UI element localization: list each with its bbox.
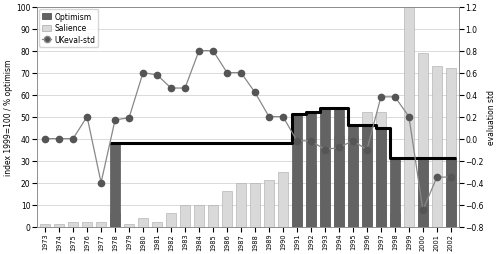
Bar	[446, 69, 456, 227]
Bar	[390, 214, 400, 227]
Bar	[68, 222, 78, 227]
Bar	[166, 214, 176, 227]
Bar	[236, 183, 246, 227]
UKeval-std	[266, 116, 272, 119]
Bar	[222, 192, 232, 227]
UKeval-std	[280, 116, 286, 119]
UKeval-std	[196, 50, 202, 53]
Bar	[306, 113, 316, 227]
Legend: Optimism, Salience, UKeval-std: Optimism, Salience, UKeval-std	[39, 10, 98, 47]
UKeval-std	[168, 87, 174, 90]
Bar	[124, 225, 134, 227]
Bar	[138, 218, 148, 227]
UKeval-std	[252, 91, 258, 94]
UKeval-std	[140, 72, 146, 75]
Bar	[404, 8, 414, 227]
UKeval-std	[238, 72, 244, 75]
UKeval-std	[70, 138, 76, 141]
UKeval-std	[322, 149, 328, 152]
UKeval-std	[210, 50, 216, 53]
Bar	[418, 159, 428, 227]
Bar	[390, 159, 400, 227]
UKeval-std	[112, 119, 118, 122]
UKeval-std	[294, 140, 300, 143]
Bar	[418, 54, 428, 227]
Line: UKeval-std: UKeval-std	[42, 48, 454, 213]
UKeval-std	[56, 138, 62, 141]
Bar	[292, 115, 302, 227]
Bar	[82, 222, 92, 227]
UKeval-std	[420, 209, 426, 212]
UKeval-std	[182, 87, 188, 90]
Bar	[362, 126, 372, 227]
Bar	[376, 128, 386, 227]
UKeval-std	[350, 140, 356, 143]
Bar	[110, 144, 120, 227]
Bar	[292, 181, 302, 227]
UKeval-std	[126, 117, 132, 120]
UKeval-std	[378, 96, 384, 99]
Y-axis label: evaluation std: evaluation std	[487, 90, 496, 145]
Bar	[334, 137, 344, 227]
Bar	[362, 113, 372, 227]
UKeval-std	[336, 146, 342, 149]
UKeval-std	[224, 72, 230, 75]
Bar	[194, 205, 204, 227]
Bar	[96, 222, 106, 227]
Bar	[180, 205, 190, 227]
UKeval-std	[434, 176, 440, 179]
UKeval-std	[392, 96, 398, 99]
UKeval-std	[84, 116, 90, 119]
UKeval-std	[364, 149, 370, 152]
Bar	[250, 183, 260, 227]
Bar	[54, 225, 64, 227]
Bar	[348, 137, 358, 227]
Bar	[446, 159, 456, 227]
Bar	[264, 181, 274, 227]
Bar	[348, 126, 358, 227]
Bar	[306, 165, 316, 227]
UKeval-std	[154, 74, 160, 77]
UKeval-std	[42, 138, 48, 141]
Bar	[376, 113, 386, 227]
Bar	[40, 225, 50, 227]
Bar	[432, 67, 442, 227]
UKeval-std	[448, 176, 454, 179]
Bar	[320, 108, 330, 227]
UKeval-std	[308, 140, 314, 143]
Bar	[110, 214, 120, 227]
Bar	[334, 108, 344, 227]
Bar	[278, 172, 288, 227]
Y-axis label: index 1999=100 / % optimism: index 1999=100 / % optimism	[4, 59, 13, 175]
UKeval-std	[406, 116, 412, 119]
Bar	[320, 150, 330, 227]
Bar	[208, 205, 218, 227]
Bar	[152, 222, 162, 227]
UKeval-std	[98, 181, 104, 184]
